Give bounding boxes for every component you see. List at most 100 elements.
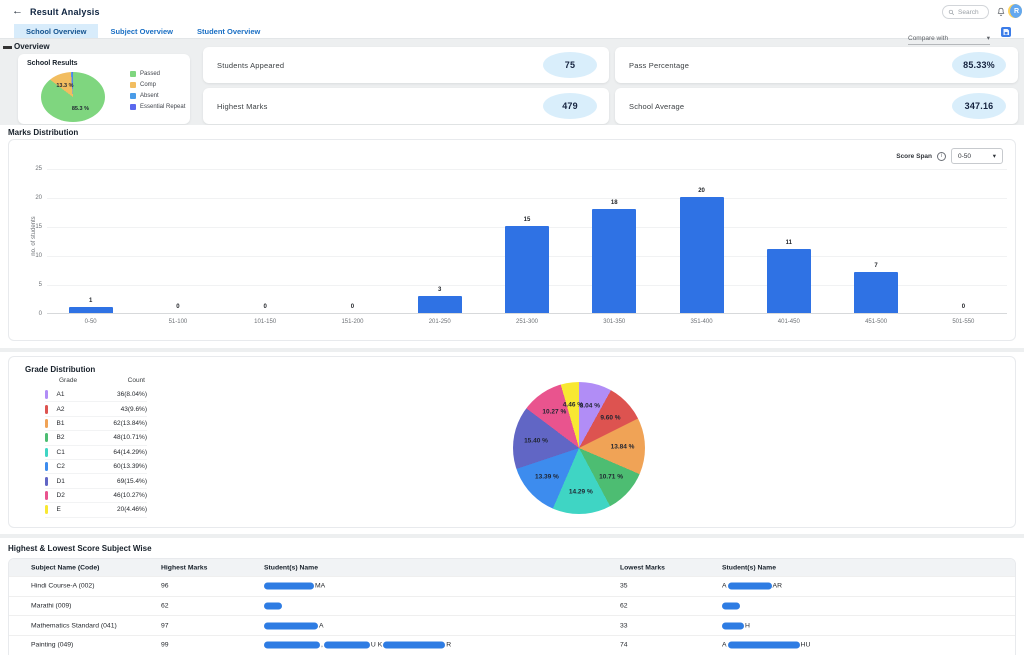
score-span-select[interactable]: 0-50 ▾	[951, 148, 1003, 164]
marks-cell: 62	[620, 602, 628, 610]
bar-301-350[interactable]	[592, 208, 637, 313]
pie-slice-label: 14.29 %	[568, 488, 593, 496]
name-text: HU	[800, 641, 811, 649]
grade-cell: B1	[56, 419, 65, 427]
x-axis-tick: 301-350	[603, 319, 626, 325]
stat-card-school-average: School Average 347.16	[615, 88, 1018, 124]
y-axis-tick: 25	[35, 166, 42, 172]
tab-school-overview[interactable]: School Overview	[14, 24, 99, 38]
student-names: , U K R	[264, 641, 451, 649]
bar-value-label: 0	[350, 304, 355, 310]
legend-item: Comp	[130, 79, 185, 90]
column-header: Lowest Marks	[620, 564, 665, 571]
bar-value-label: 11	[785, 240, 792, 247]
stat-value: 75	[564, 60, 576, 70]
grade-table-row: A2 43(9.6%)	[45, 402, 147, 417]
bar-value-label: 3	[438, 286, 442, 293]
grade-color-tick	[45, 418, 48, 428]
grade-color-tick	[45, 505, 48, 515]
stat-card-highest-marks: Highest Marks 479	[203, 88, 609, 124]
table-row[interactable]: Painting (049) 99 74, U K R A HU	[9, 636, 1015, 655]
pie-slice-label: 15.40 %	[524, 437, 548, 445]
legend-label: Comp	[140, 81, 157, 88]
grade-color-tick	[45, 490, 48, 500]
marks-distribution-label: Marks Distribution	[8, 128, 79, 137]
grade-color-tick	[45, 390, 48, 400]
search-input[interactable]: Search	[942, 5, 989, 19]
redacted-name-bar	[727, 582, 772, 590]
x-axis-tick: 251-300	[515, 319, 539, 325]
legend-swatch	[130, 70, 136, 77]
back-arrow-icon[interactable]: ←	[12, 5, 23, 17]
legend-item: Passed	[130, 68, 185, 79]
marks-cell: 62	[161, 602, 169, 610]
avatar[interactable]: R	[1008, 4, 1022, 18]
save-icon[interactable]	[1000, 25, 1012, 43]
tab-student-overview[interactable]: Student Overview	[196, 26, 261, 36]
redacted-name-bar	[264, 582, 314, 590]
name-text: A	[722, 582, 727, 590]
count-cell: 36(8.04%)	[117, 391, 147, 399]
table-row[interactable]: Hindi Course-A (002) 96 35 MA A AR	[9, 577, 1015, 597]
grade-table-row: E 20(4.46%)	[45, 503, 147, 518]
pie-slice-label: 85.3 %	[71, 105, 89, 112]
table-row[interactable]: Mathematics Standard (041) 97 33 A H	[9, 616, 1015, 637]
x-axis-tick: 401-450	[777, 319, 800, 325]
school-results-pie-chart[interactable]: 85.3 % 13.3 %	[41, 72, 105, 122]
grade-cell: A2	[56, 405, 65, 413]
bar-value-label: 18	[610, 199, 618, 206]
stat-value: 347.16	[964, 101, 994, 111]
collapse-section-icon[interactable]	[3, 46, 12, 49]
bar-351-400[interactable]	[679, 197, 724, 313]
redacted-name-bar	[383, 641, 446, 649]
count-column-header: Count	[127, 377, 145, 384]
student-names: A	[264, 622, 324, 630]
table-header-row: Subject Name (Code) Highest Marks Studen…	[9, 559, 1015, 577]
marks-cell: 97	[161, 622, 169, 630]
legend-swatch	[130, 103, 136, 110]
y-axis-tick: 20	[35, 195, 42, 201]
student-names	[264, 602, 282, 610]
marks-cell: 99	[161, 641, 169, 649]
marks-distribution-chart-card: Score Span i 0-50 ▾ no. of students 0 5 10…	[8, 139, 1016, 341]
count-cell: 46(10.27%)	[113, 491, 147, 499]
grade-cell: D1	[56, 477, 65, 485]
compare-with-dropdown[interactable]: Compare with ▾	[908, 32, 990, 45]
tab-subject-overview[interactable]: Subject Overview	[110, 26, 173, 36]
stat-label: Pass Percentage	[629, 60, 690, 70]
redacted-name-bar	[264, 622, 318, 630]
bar-401-450[interactable]	[766, 249, 811, 313]
bar-251-300[interactable]	[505, 226, 549, 313]
pie-slice-label: 13.39 %	[534, 473, 559, 481]
info-icon[interactable]: i	[937, 151, 946, 161]
grade-distribution-label: Grade Distribution	[25, 365, 96, 374]
grade-table-row: C1 64(14.29%)	[45, 446, 147, 460]
redacted-name-bar	[264, 602, 282, 610]
bar-0-50[interactable]	[68, 307, 113, 313]
bar-201-250[interactable]	[417, 295, 462, 313]
bar-value-label: 0	[176, 304, 180, 310]
bar-value-label: 0	[263, 304, 267, 310]
name-text: A	[722, 641, 727, 649]
redacted-name-bar	[727, 641, 800, 649]
grade-distribution-pie-chart[interactable]: 8.04 % 9.60 % 13.84 % 10.71 % 14.29 % 13.39 %…	[513, 382, 645, 514]
redacted-name-bar	[722, 602, 740, 610]
marks-distribution-bar-chart[interactable]: no. of students 0 5 10 15 20 25 1 0-50 0 51-100 0 1…	[31, 166, 1007, 325]
redacted-name-bar	[264, 641, 320, 649]
bar-value-label: 1	[88, 298, 93, 305]
stat-value: 85.33%	[963, 60, 995, 70]
name-text: AR	[772, 582, 782, 590]
table-row[interactable]: Marathi (009) 62 62	[9, 597, 1015, 617]
x-axis-tick: 0-50	[84, 319, 97, 325]
name-text: A	[319, 622, 324, 630]
stat-pill: 347.16	[952, 93, 1006, 119]
marks-cell: 96	[161, 582, 169, 590]
notification-bell-icon[interactable]	[996, 5, 1006, 23]
y-axis-tick: 0	[38, 311, 42, 317]
grade-table-row: C2 60(13.39%)	[45, 460, 147, 475]
subject-cell: Painting (049)	[31, 641, 74, 649]
bar-451-500[interactable]	[854, 272, 899, 313]
grade-cell: B2	[56, 434, 65, 442]
school-results-card: School Results 85.3 % 13.3 % Passed Comp Ab…	[18, 54, 190, 124]
redacted-name-bar	[722, 622, 744, 630]
